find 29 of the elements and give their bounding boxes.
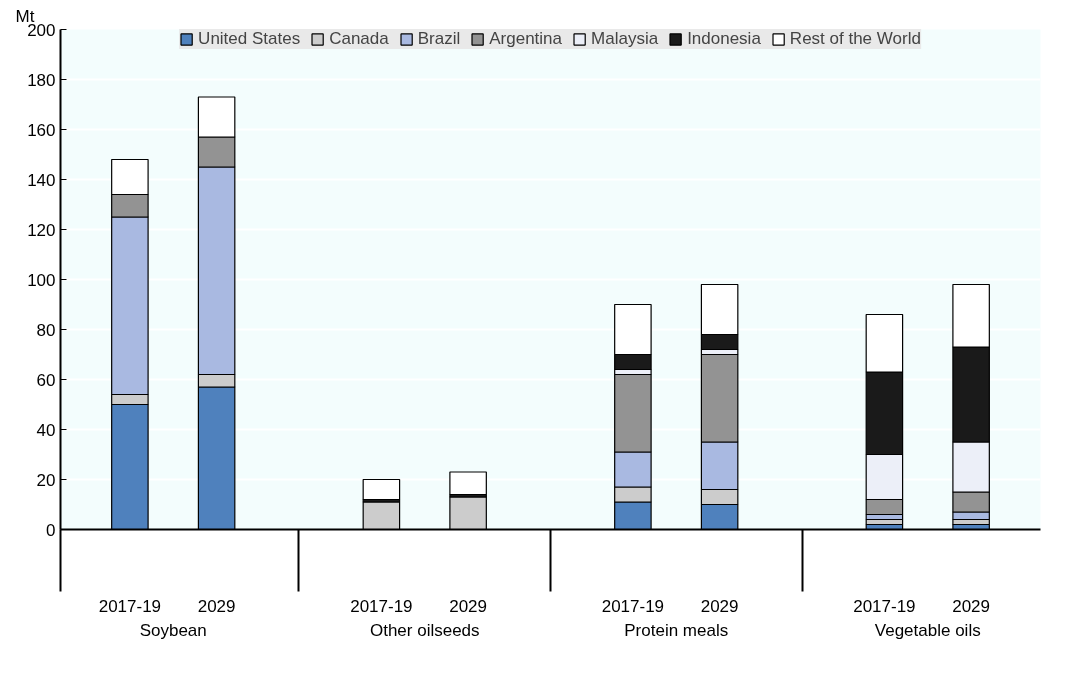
x-tick-label: 2017-19 bbox=[853, 596, 916, 616]
x-tick-label: 2017-19 bbox=[601, 596, 665, 616]
y-tick-label: 20 bbox=[36, 470, 56, 490]
y-tick-label: 100 bbox=[27, 270, 56, 290]
y-tick-label: 80 bbox=[36, 320, 56, 340]
text: Soybean bbox=[139, 620, 207, 640]
x-tick-label: 2029 bbox=[700, 596, 739, 616]
y-tick-label: 140 bbox=[27, 170, 56, 190]
legend-label: Rest of the World bbox=[789, 29, 921, 49]
legend-label: Brazil bbox=[417, 29, 461, 49]
x-tick-label: 2017-19 bbox=[98, 596, 162, 616]
y-tick-label: 40 bbox=[36, 420, 56, 440]
x-tick-label: 2017-19 bbox=[350, 596, 413, 616]
text: Protein meals bbox=[624, 620, 729, 640]
x-tick-label: 2029 bbox=[449, 596, 488, 616]
y-tick-label: 160 bbox=[27, 120, 56, 140]
legend-label: Indonesia bbox=[687, 29, 761, 49]
text: Other oilseeds bbox=[369, 620, 480, 640]
text: Vegetable oils bbox=[874, 620, 981, 640]
legend-label: Canada bbox=[329, 29, 389, 49]
x-tick-label: 2029 bbox=[197, 596, 236, 616]
x-tick-label: 2029 bbox=[952, 596, 991, 616]
legend-label: United States bbox=[198, 29, 301, 49]
y-tick-label: 0 bbox=[46, 520, 56, 540]
y-tick-label: 180 bbox=[27, 70, 56, 90]
y-tick-label: 60 bbox=[36, 370, 56, 390]
legend-label: Argentina bbox=[489, 29, 563, 49]
legend-label: Malaysia bbox=[591, 29, 659, 49]
y-tick-label: 120 bbox=[27, 220, 56, 240]
